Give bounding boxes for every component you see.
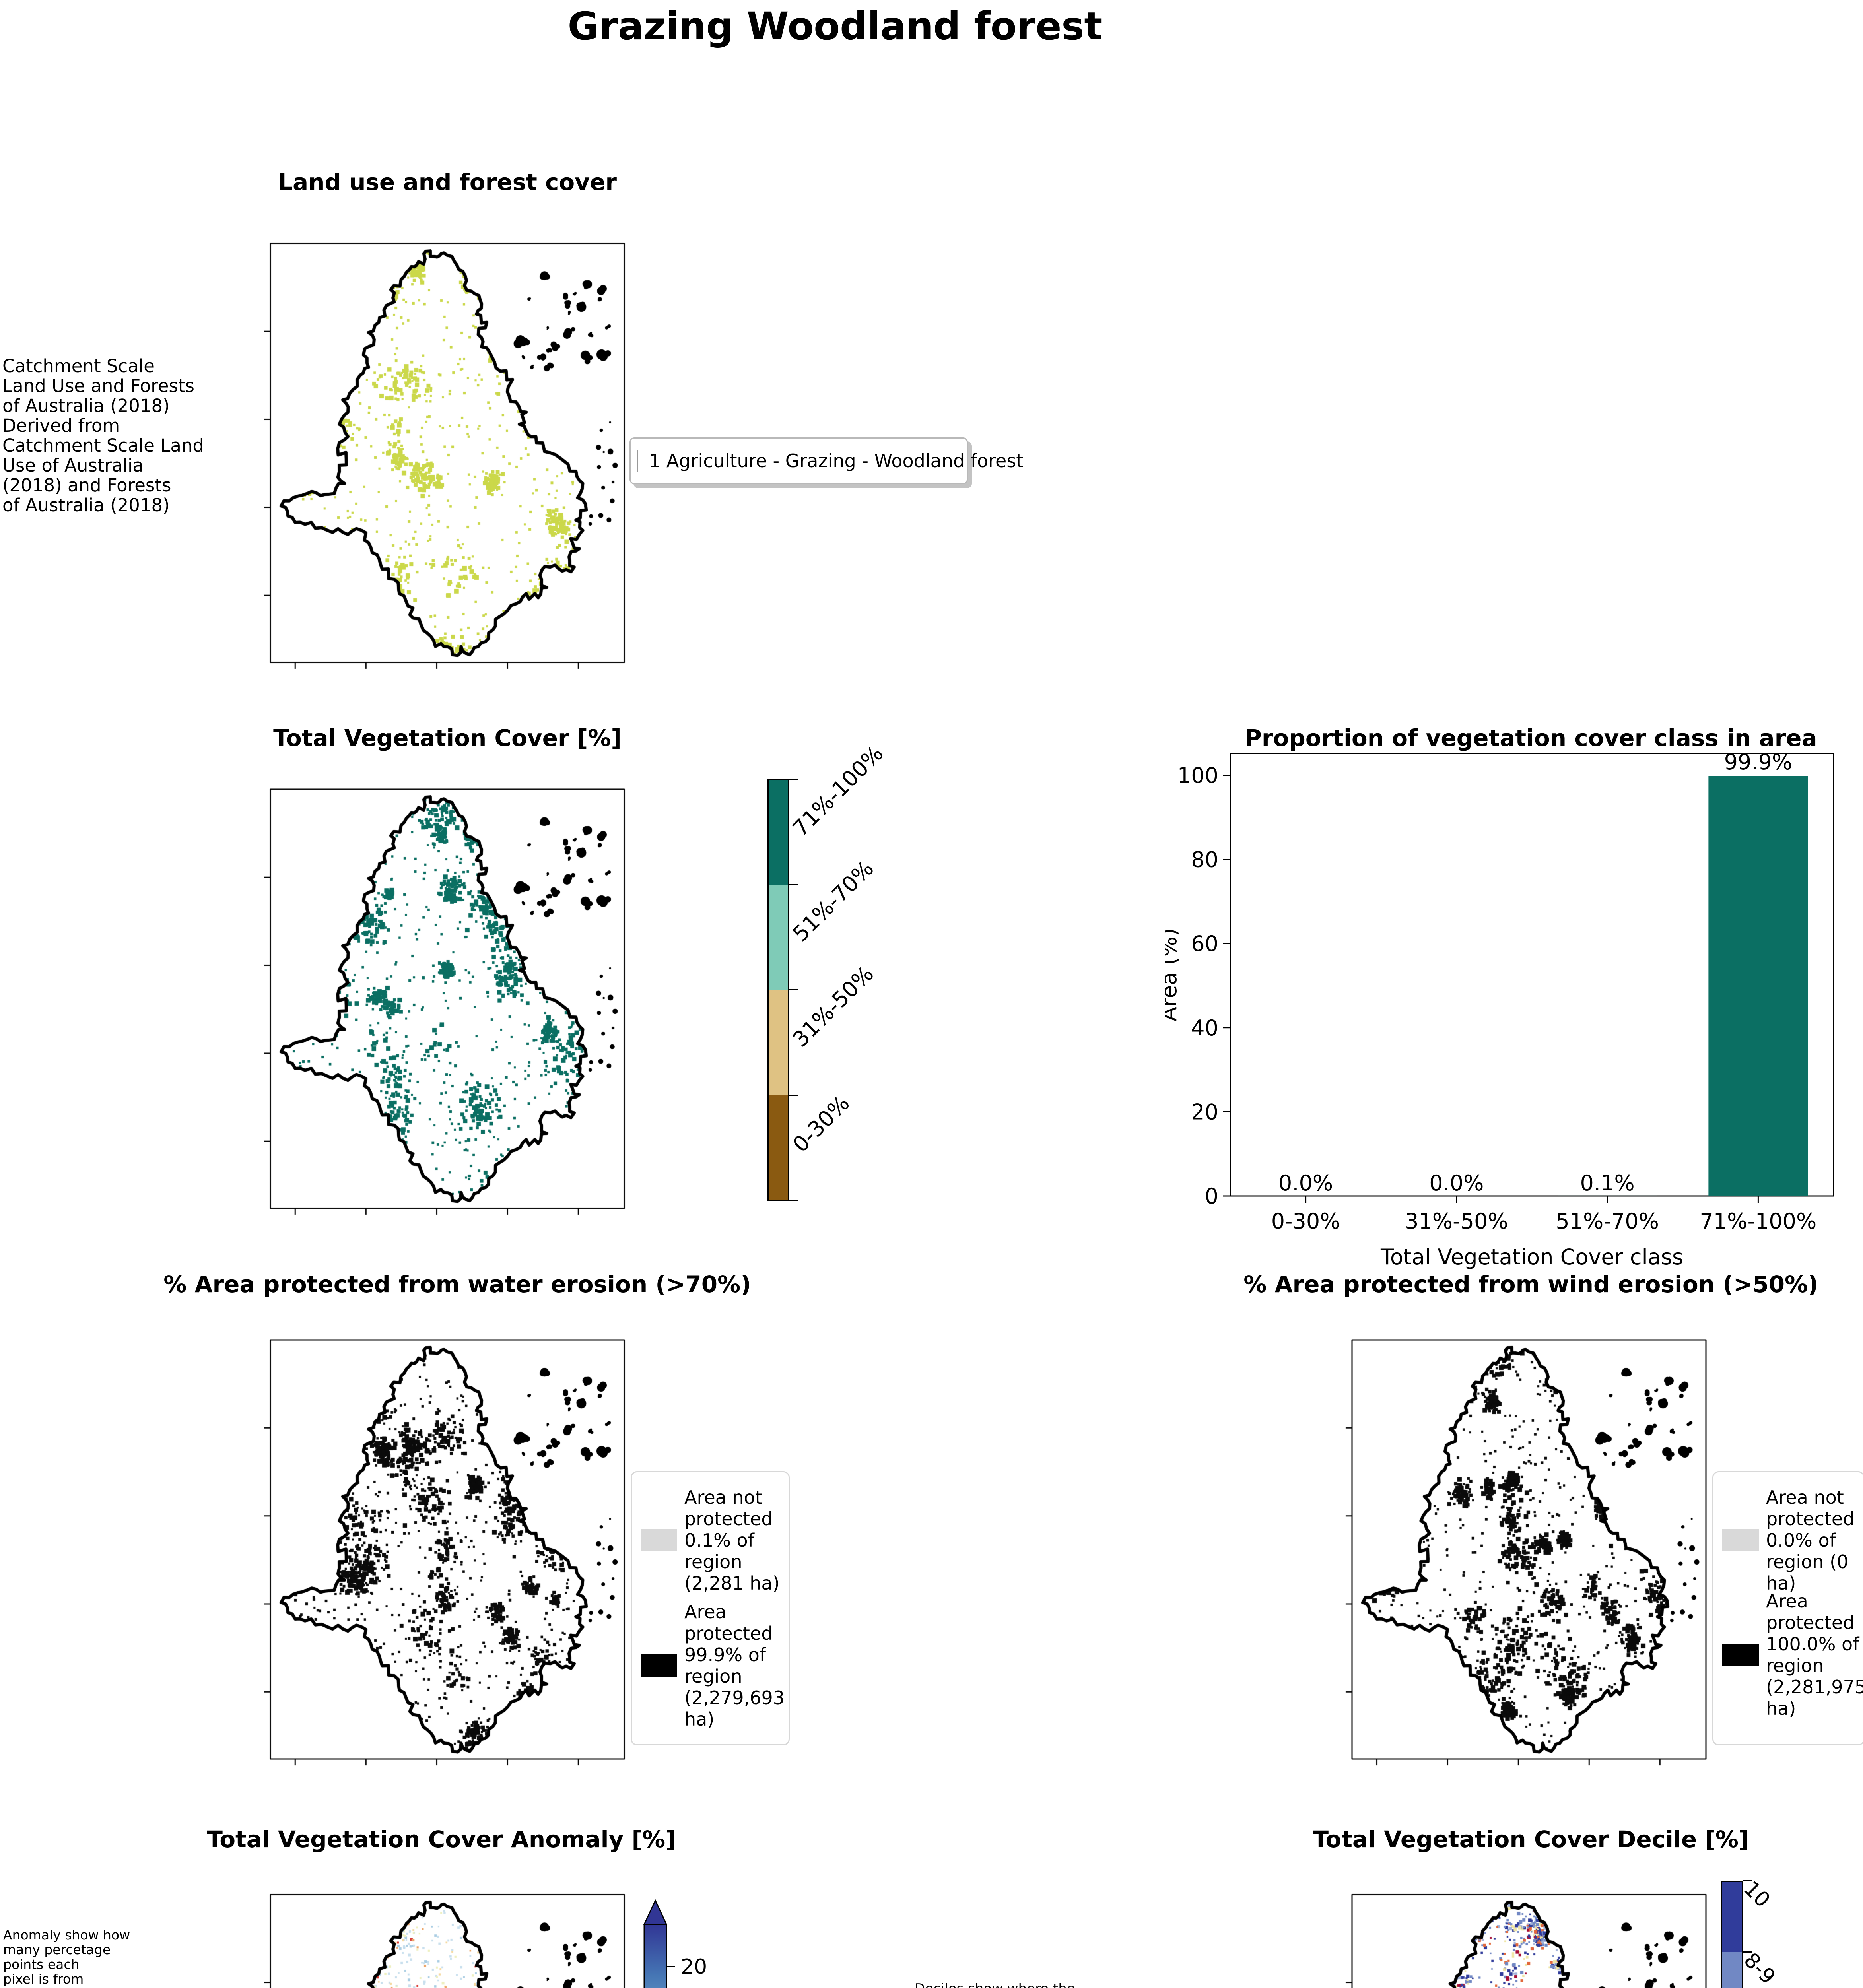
landuse-map xyxy=(262,242,633,670)
bar-value-label: 0.0% xyxy=(1429,1171,1484,1196)
vegcover-colorbar-label-2: 51%-70% xyxy=(787,856,879,947)
water-erosion-legend: Area not protected 0.1% of region (2,281… xyxy=(631,1471,790,1745)
y-axis-label: Area (%) xyxy=(1165,928,1181,1021)
decile-label-10: 10 xyxy=(1739,1877,1775,1912)
landuse-legend: 1 Agriculture - Grazing - Woodland fores… xyxy=(629,437,1023,484)
protected-swatch xyxy=(641,1654,677,1677)
not-protected-text: Area not protected 0.0% of region (0 ha) xyxy=(1766,1487,1855,1594)
decile-caption: Deciles show where the pixel value lies … xyxy=(915,1981,1153,1988)
anomaly-title: Total Vegetation Cover Anomaly [%] xyxy=(207,1826,676,1853)
landuse-title: Land use and forest cover xyxy=(278,169,617,196)
x-axis-label: Total Vegetation Cover class xyxy=(1380,1244,1683,1270)
anomaly-map xyxy=(262,1893,633,1988)
decile-map xyxy=(1343,1893,1715,1988)
y-tick-label: 40 xyxy=(1191,1015,1218,1041)
bar-value-label: 0.1% xyxy=(1580,1171,1635,1196)
colorbar-tick xyxy=(789,989,798,990)
proportion-bar-chart: 0 20 40 60 80 100 0-30% 0.0% 31%-50% 0.0% 51%-70% 0… xyxy=(1165,749,1834,1270)
anomaly-colorbar: 20 10 0 −10 −20 xyxy=(643,1899,707,1988)
bar-value-label: 0.0% xyxy=(1278,1171,1333,1196)
colorbar-tick xyxy=(789,1095,798,1096)
water-erosion-title: % Area protected from water erosion (>70… xyxy=(163,1271,751,1298)
decile-label-89: 8-9 xyxy=(1739,1948,1780,1988)
landuse-caption: Catchment Scale Land Use and Forests of … xyxy=(2,355,204,516)
vegcover-title: Total Vegetation Cover [%] xyxy=(273,724,622,751)
landuse-legend-label: 1 Agriculture - Grazing - Woodland fores… xyxy=(649,450,1024,472)
protected-text: Area protected 100.0% of region (2,281,9… xyxy=(1766,1590,1863,1719)
vegcover-colorbar-frame xyxy=(767,779,789,1201)
bar-value-label: 99.9% xyxy=(1724,749,1793,775)
vegcover-colorbar-label-4: 0-30% xyxy=(787,1091,855,1157)
colorbar-tick xyxy=(789,779,798,780)
decile-colorbar-frame xyxy=(1721,1881,1743,1988)
wind-erosion-map xyxy=(1343,1338,1715,1767)
x-tick-label: 31%-50% xyxy=(1405,1209,1508,1234)
y-tick-label: 100 xyxy=(1177,763,1218,788)
colorbar-tick xyxy=(789,1200,798,1201)
protected-swatch xyxy=(1722,1644,1759,1666)
colorbar-tick xyxy=(789,884,798,885)
landuse-legend-swatch xyxy=(637,450,638,472)
y-tick-label: 20 xyxy=(1191,1099,1218,1124)
x-tick-label: 51%-70% xyxy=(1556,1209,1659,1234)
proportion-chart-title: Proportion of vegetation cover class in … xyxy=(1245,724,1817,751)
water-erosion-map xyxy=(262,1338,633,1767)
vegcover-colorbar-seg-3 xyxy=(767,990,789,1095)
colorbar-tick xyxy=(1743,1951,1752,1953)
anomaly-tick-20: 20 xyxy=(681,1955,707,1979)
vegcover-map xyxy=(262,788,633,1216)
decile-seg-89 xyxy=(1721,1952,1743,1988)
vegcover-colorbar-label-1: 71%-100% xyxy=(787,741,888,841)
wind-erosion-legend: Area not protected 0.0% of region (0 ha)… xyxy=(1712,1471,1863,1745)
y-tick-label: 80 xyxy=(1191,847,1218,872)
vegcover-colorbar-seg-2 xyxy=(767,885,789,990)
not-protected-swatch xyxy=(1722,1529,1759,1551)
colorbar-tick xyxy=(1743,1880,1752,1881)
x-tick-label: 0-30% xyxy=(1271,1209,1340,1234)
decile-seg-10 xyxy=(1721,1881,1743,1952)
bar xyxy=(1708,776,1808,1196)
not-protected-text: Area not protected 0.1% of region (2,281… xyxy=(684,1487,780,1594)
page-title: Grazing Woodland forest xyxy=(567,4,1103,49)
decile-title: Total Vegetation Cover Decile [%] xyxy=(1313,1826,1749,1853)
vegcover-colorbar-seg-1 xyxy=(767,779,789,885)
not-protected-swatch xyxy=(641,1529,677,1551)
wind-erosion-title: % Area protected from wind erosion (>50%… xyxy=(1243,1271,1818,1298)
colorbar-up-arrow xyxy=(643,1899,668,1925)
x-tick-label: 71%-100% xyxy=(1700,1209,1816,1234)
vegcover-colorbar-seg-4 xyxy=(767,1095,789,1201)
vegcover-colorbar-label-3: 31%-50% xyxy=(787,961,879,1052)
anomaly-caption: Anomaly show how many percetage points e… xyxy=(3,1927,130,1988)
y-tick-label: 60 xyxy=(1191,931,1218,956)
protected-text: Area protected 99.9% of region (2,279,69… xyxy=(684,1601,785,1730)
y-tick-label: 0 xyxy=(1205,1184,1218,1209)
